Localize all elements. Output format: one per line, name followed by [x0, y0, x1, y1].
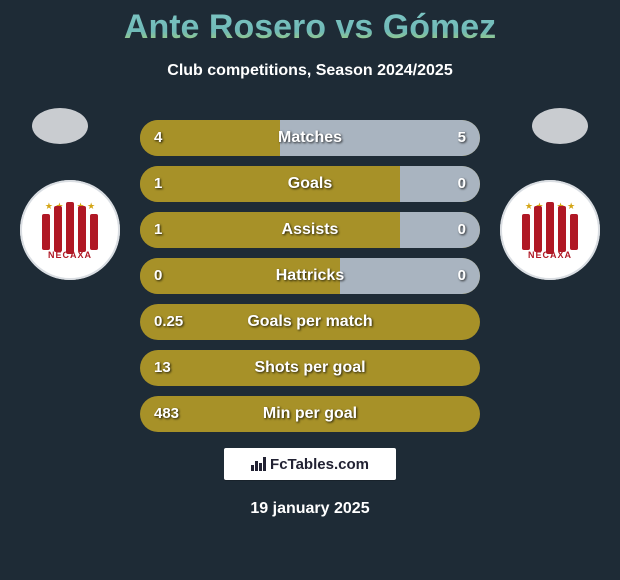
- site-logo: FcTables.com: [224, 448, 396, 480]
- stat-label: Shots per goal: [140, 350, 480, 386]
- bar-chart-icon: [251, 457, 266, 471]
- subtitle: Club competitions, Season 2024/2025: [0, 62, 620, 80]
- club-name-right: NECAXA: [528, 250, 572, 260]
- club-crest-right: ★ ★ ★ ★ ★ NECAXA: [500, 180, 600, 280]
- stat-row: 45Matches: [140, 120, 480, 156]
- stat-row: 483Min per goal: [140, 396, 480, 432]
- stat-row: 10Goals: [140, 166, 480, 202]
- stat-row: 10Assists: [140, 212, 480, 248]
- page-title: Ante Rosero vs Gómez: [0, 8, 620, 47]
- stat-label: Assists: [140, 212, 480, 248]
- stat-bars: 45Matches 10Goals 10Assists 00Hattricks 0.25…: [140, 120, 480, 442]
- stat-label: Matches: [140, 120, 480, 156]
- stat-label: Min per goal: [140, 396, 480, 432]
- club-crest-left: ★ ★ ★ ★ ★ NECAXA: [20, 180, 120, 280]
- snapshot-date: 19 january 2025: [0, 500, 620, 518]
- stat-label: Hattricks: [140, 258, 480, 294]
- stat-label: Goals: [140, 166, 480, 202]
- stat-label: Goals per match: [140, 304, 480, 340]
- stat-row: 00Hattricks: [140, 258, 480, 294]
- site-logo-text: FcTables.com: [270, 456, 369, 473]
- stat-row: 0.25Goals per match: [140, 304, 480, 340]
- stat-row: 13Shots per goal: [140, 350, 480, 386]
- club-name-left: NECAXA: [48, 250, 92, 260]
